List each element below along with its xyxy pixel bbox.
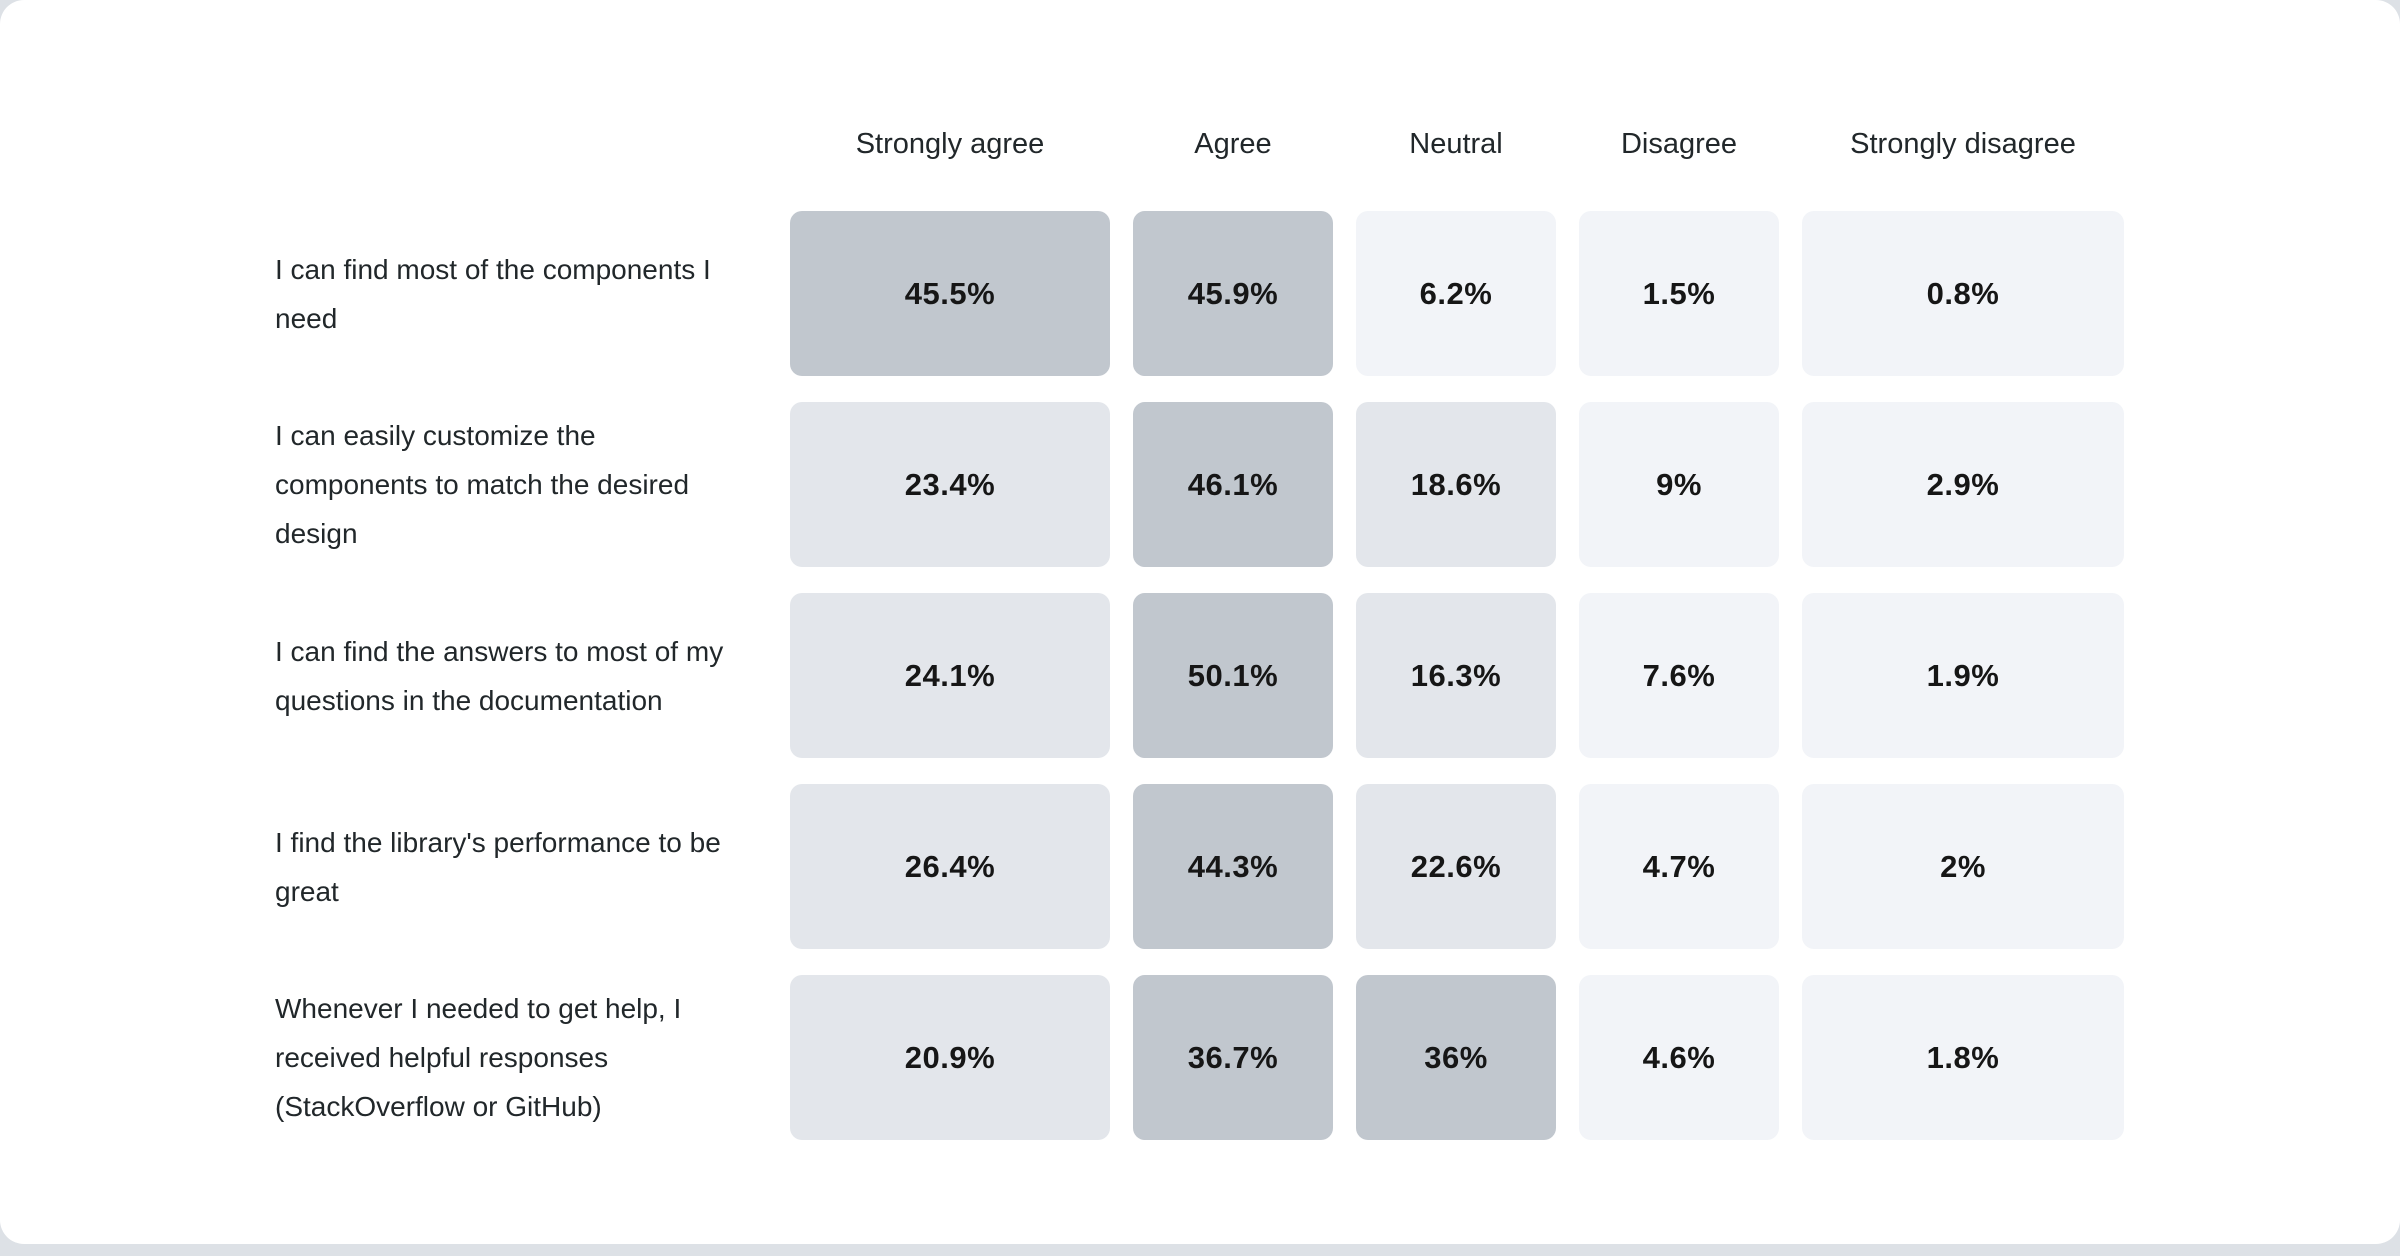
heatmap-cell: 26.4% [790, 784, 1110, 949]
heatmap-cell: 7.6% [1579, 593, 1779, 758]
likert-heatmap: Strongly agree Agree Neutral Disagree Strong… [275, 103, 2124, 1140]
heatmap-cell: 1.5% [1579, 211, 1779, 376]
heatmap-cell: 18.6% [1356, 402, 1556, 567]
heatmap-corner-spacer [275, 103, 767, 185]
heatmap-cell: 9% [1579, 402, 1779, 567]
column-header: Agree [1194, 127, 1272, 160]
heatmap-cell: 46.1% [1133, 402, 1333, 567]
row-label: I can easily customize the components to… [275, 420, 690, 549]
heatmap-cell: 36% [1356, 975, 1556, 1140]
heatmap-cell: 6.2% [1356, 211, 1556, 376]
heatmap-cell: 36.7% [1133, 975, 1333, 1140]
heatmap-cell: 45.5% [790, 211, 1110, 376]
heatmap-cell: 2% [1802, 784, 2124, 949]
column-header: Neutral [1409, 127, 1503, 160]
heatmap-cell: 23.4% [790, 402, 1110, 567]
heatmap-cell: 20.9% [790, 975, 1110, 1140]
row-label: I find the library's performance to be g… [275, 826, 721, 907]
row-label: I can find the answers to most of my que… [275, 635, 724, 716]
row-label: Whenever I needed to get help, I receive… [275, 993, 682, 1122]
heatmap-cell: 1.8% [1802, 975, 2124, 1140]
row-label: I can find most of the components I need [275, 253, 711, 334]
column-header: Strongly disagree [1850, 127, 2076, 160]
heatmap-cell: 1.9% [1802, 593, 2124, 758]
heatmap-cell: 16.3% [1356, 593, 1556, 758]
heatmap-cell: 50.1% [1133, 593, 1333, 758]
heatmap-cell: 44.3% [1133, 784, 1333, 949]
heatmap-cell: 22.6% [1356, 784, 1556, 949]
heatmap-cell: 45.9% [1133, 211, 1333, 376]
column-header: Disagree [1620, 127, 1738, 160]
heatmap-cell: 0.8% [1802, 211, 2124, 376]
heatmap-cell: 2.9% [1802, 402, 2124, 567]
heatmap-cell: 4.7% [1579, 784, 1779, 949]
heatmap-cell: 4.6% [1579, 975, 1779, 1140]
column-header: Strongly agree [855, 127, 1045, 160]
heatmap-cell: 24.1% [790, 593, 1110, 758]
